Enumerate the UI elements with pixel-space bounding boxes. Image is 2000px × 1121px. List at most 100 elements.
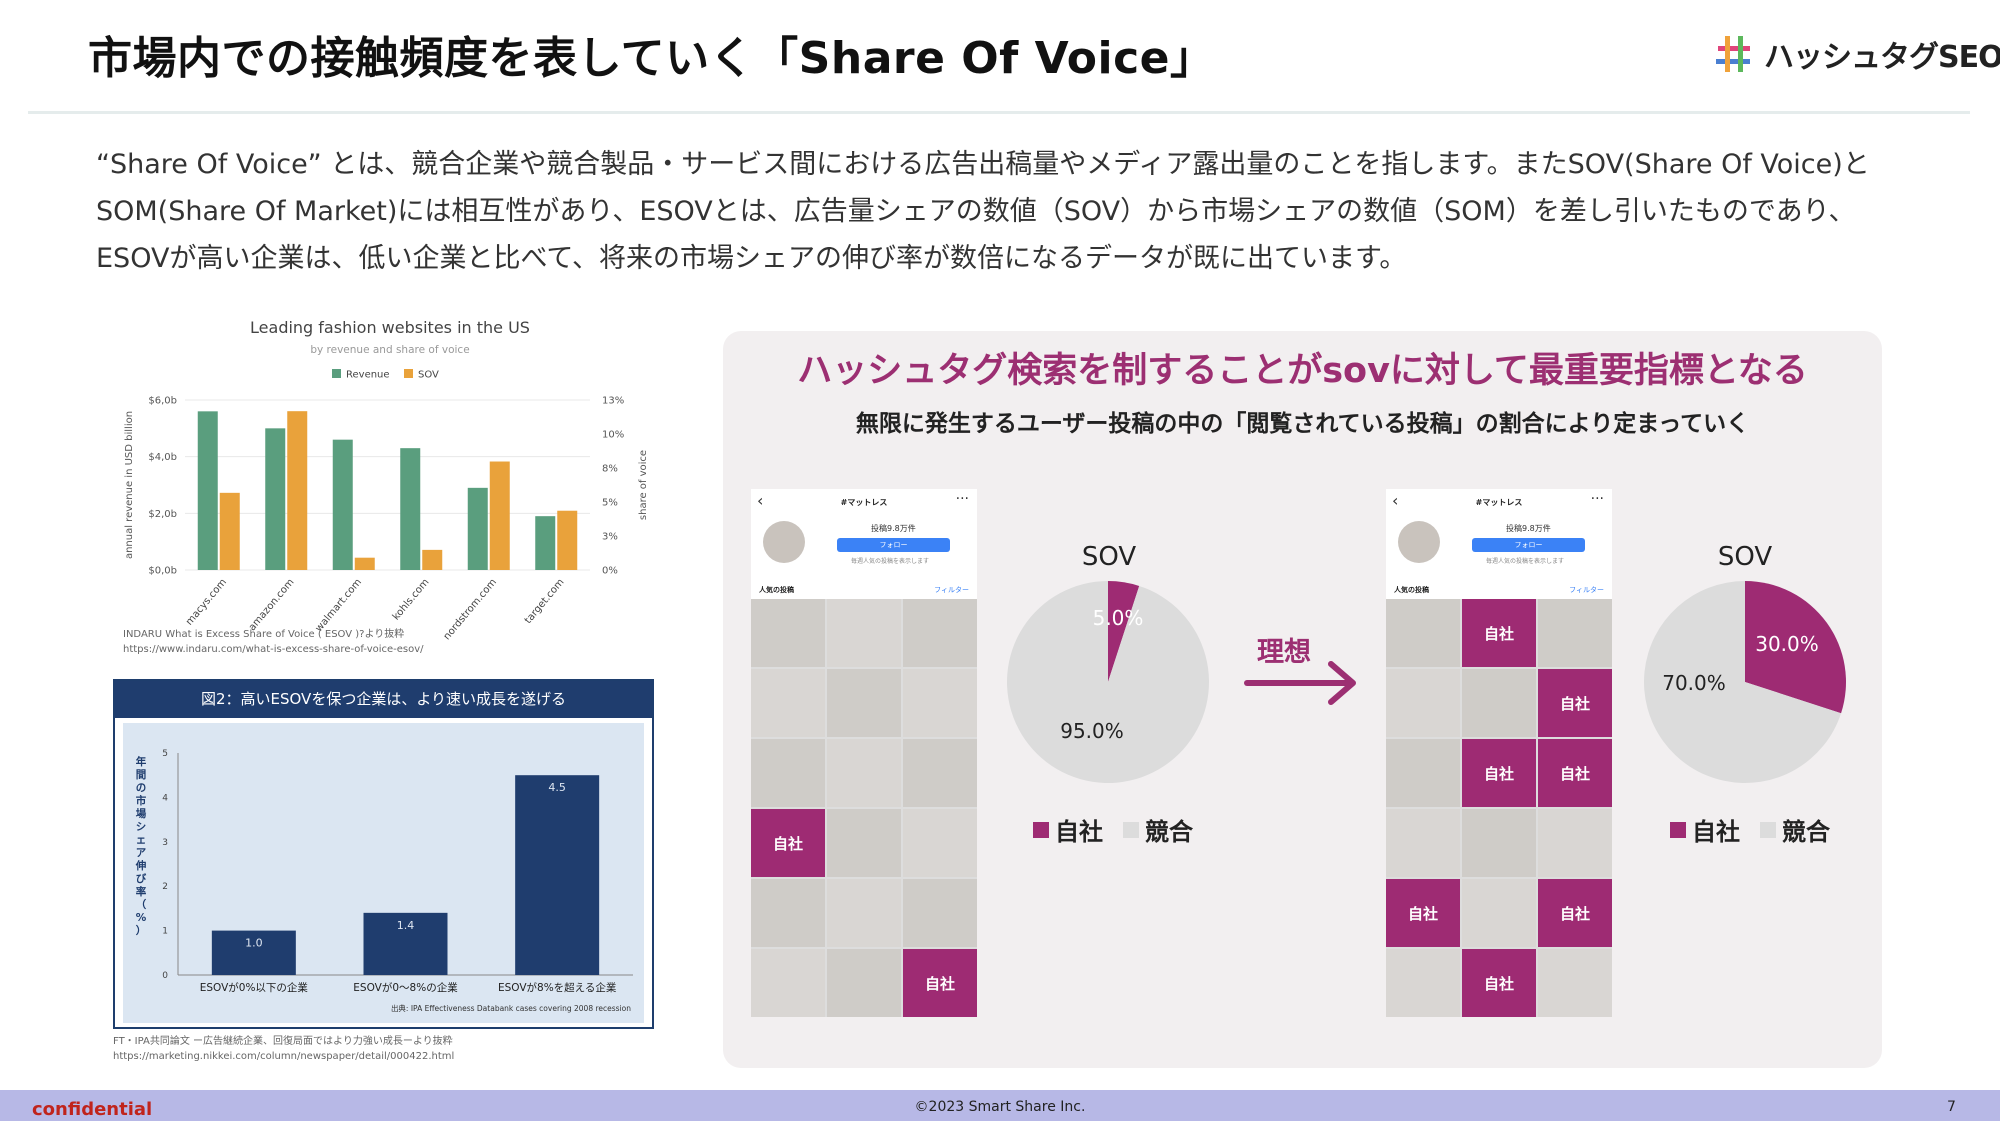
- y-right-tick-label: 5%: [602, 498, 618, 509]
- sov-bar: [422, 549, 443, 570]
- post-tile: [751, 669, 825, 737]
- data-label: 4.5: [548, 781, 566, 794]
- post-tile: [1538, 949, 1612, 1017]
- y-tick-label: $0,0b: [148, 566, 177, 577]
- legend-swatch: [332, 369, 341, 378]
- follow-button: フォロー: [1472, 538, 1585, 552]
- chart2-source-line: FT・IPA共同論文 ー広告継続企業、回復局面ではより力強い成長ーより抜粋: [113, 1036, 453, 1047]
- pie1-legend: 自社 競合: [1033, 812, 1193, 847]
- header-divider: [28, 111, 1970, 114]
- confidential-label: confidential: [32, 1099, 153, 1120]
- phone-header: ‹ #マットレス ··· 投稿9.8万件 フォロー 毎週人気の投稿を表示します …: [1386, 489, 1612, 599]
- fashion-websites-chart: Leading fashion websites in the US by rev…: [124, 318, 649, 642]
- post-tile: [1386, 809, 1460, 877]
- page-number: 7: [1947, 1099, 1956, 1115]
- own-post-tile: 自社: [903, 949, 977, 1017]
- own-post-tile: 自社: [1386, 879, 1460, 947]
- post-tile: [1462, 879, 1536, 947]
- ideal-label: 理想: [1257, 637, 1311, 668]
- chart2-source: FT・IPA共同論文 ー広告継続企業、回復局面ではより力強い成長ーより抜粋 ht…: [113, 1034, 454, 1064]
- x-tick-label: macys.com: [184, 577, 229, 628]
- y-right-tick-label: 13%: [602, 396, 624, 407]
- y-tick-label: 0: [162, 971, 168, 981]
- data-label: 1.4: [397, 919, 415, 932]
- sov-bar: [287, 411, 308, 570]
- phone-mockup-current: ‹ #マットレス ··· 投稿9.8万件 フォロー 毎週人気の投稿を表示します …: [751, 489, 977, 1017]
- own-post-tile: 自社: [751, 809, 825, 877]
- popular-posts-label: 人気の投稿: [1394, 586, 1429, 594]
- legend-competitor-swatch: [1123, 821, 1139, 838]
- pie-slice: [1745, 581, 1846, 714]
- footer-bar: [0, 1090, 2000, 1121]
- chart1-title: Leading fashion websites in the US: [250, 318, 530, 337]
- post-tile: [827, 739, 901, 807]
- post-tile: [827, 809, 901, 877]
- chart2-title: 図2：高いESOVを保つ企業は、より速い成長を遂げる: [115, 681, 652, 718]
- x-tick-label: nordstrom.com: [442, 577, 499, 642]
- legend-label: Revenue: [346, 370, 390, 381]
- own-post-label: 自社: [1483, 764, 1514, 783]
- own-post-label: 自社: [924, 974, 955, 993]
- post-tile: [1462, 809, 1536, 877]
- intro-line-1: “Share Of Voice” とは、競合企業や競合製品・サービス間における広…: [96, 149, 1870, 180]
- phone-header: ‹ #マットレス ··· 投稿9.8万件 フォロー 毎週人気の投稿を表示します …: [751, 489, 977, 599]
- post-grid-current: 自社 自社: [751, 599, 977, 1017]
- filter-label: フィルター: [1569, 586, 1604, 594]
- legend-own-label: 自社: [1055, 818, 1103, 846]
- avatar: [763, 521, 805, 563]
- revenue-bar: [332, 439, 353, 570]
- legend-swatch: [404, 369, 413, 378]
- back-icon: ‹: [757, 491, 764, 510]
- chart2-svg: 0 1 2 3 4 5 年間の市場シェア伸び率（%） 1.0 ESOVが0%以下の企業 1.4 ES…: [135, 749, 633, 1013]
- post-tile: [827, 599, 901, 667]
- post-count: 投稿9.8万件: [871, 524, 916, 533]
- x-tick-label: amazon.com: [247, 577, 297, 633]
- pie-value-label: 70.0%: [1662, 671, 1726, 695]
- chart1-source: INDARU What is Excess Share of Voice ( E…: [123, 627, 424, 657]
- post-tile: [827, 669, 901, 737]
- y-right-axis-label: share of voice: [638, 450, 649, 520]
- revenue-bar: [197, 411, 218, 570]
- post-tile: [1386, 949, 1460, 1017]
- x-tick-label: kohls.com: [391, 577, 432, 623]
- own-post-label: 自社: [1559, 694, 1590, 713]
- hashtag-label: #マットレス: [840, 498, 888, 507]
- post-tile: [1462, 669, 1536, 737]
- logo-text: ハッシュタグSEO: [1764, 40, 2000, 75]
- x-tick-label: ESOVが0〜8%の企業: [353, 981, 458, 994]
- post-tile: [1386, 599, 1460, 667]
- legend-competitor-label: 競合: [1145, 818, 1193, 846]
- post-tile: [903, 599, 977, 667]
- post-tile: [903, 879, 977, 947]
- revenue-bar: [467, 487, 488, 570]
- y-tick-label: 4: [162, 793, 168, 803]
- post-tile: [751, 949, 825, 1017]
- growth-bar: [515, 775, 600, 975]
- pie-value-label: 30.0%: [1755, 632, 1819, 656]
- y-tick-label: $6,0b: [148, 396, 177, 407]
- post-count: 投稿9.8万件: [1506, 524, 1551, 533]
- pie-slice: [1108, 581, 1140, 682]
- avatar: [1398, 521, 1440, 563]
- y-tick-label: 3: [162, 838, 168, 848]
- follow-button: フォロー: [837, 538, 950, 552]
- follow-note: 毎週人気の投稿を表示します: [851, 558, 930, 565]
- y-tick-label: $2,0b: [148, 509, 177, 520]
- own-post-label: 自社: [772, 834, 803, 853]
- own-post-tile: 自社: [1462, 739, 1536, 807]
- y-axis-label: 年間の市場シェア伸び率（%）: [135, 755, 147, 937]
- more-icon: ···: [955, 491, 969, 507]
- intro-line-3: ESOVが高い企業は、低い企業と比べて、将来の市場シェアの伸び率が数倍になるデー…: [96, 243, 1407, 274]
- own-post-tile: 自社: [1462, 949, 1536, 1017]
- own-post-label: 自社: [1483, 974, 1514, 993]
- post-tile: [827, 949, 901, 1017]
- popular-posts-label: 人気の投稿: [759, 586, 794, 594]
- panel-subtitle: 無限に発生するユーザー投稿の中の「閲覧されている投稿」の割合により定まっていく: [855, 411, 1750, 437]
- sov-bar: [354, 557, 375, 570]
- y-right-tick-label: 0%: [602, 566, 618, 577]
- sov-bar: [557, 510, 578, 570]
- sov-pie-ideal: 30.0% 70.0%: [1644, 581, 1846, 783]
- y-right-tick-label: 8%: [602, 464, 618, 475]
- own-post-label: 自社: [1559, 904, 1590, 923]
- sov-bar: [489, 461, 510, 570]
